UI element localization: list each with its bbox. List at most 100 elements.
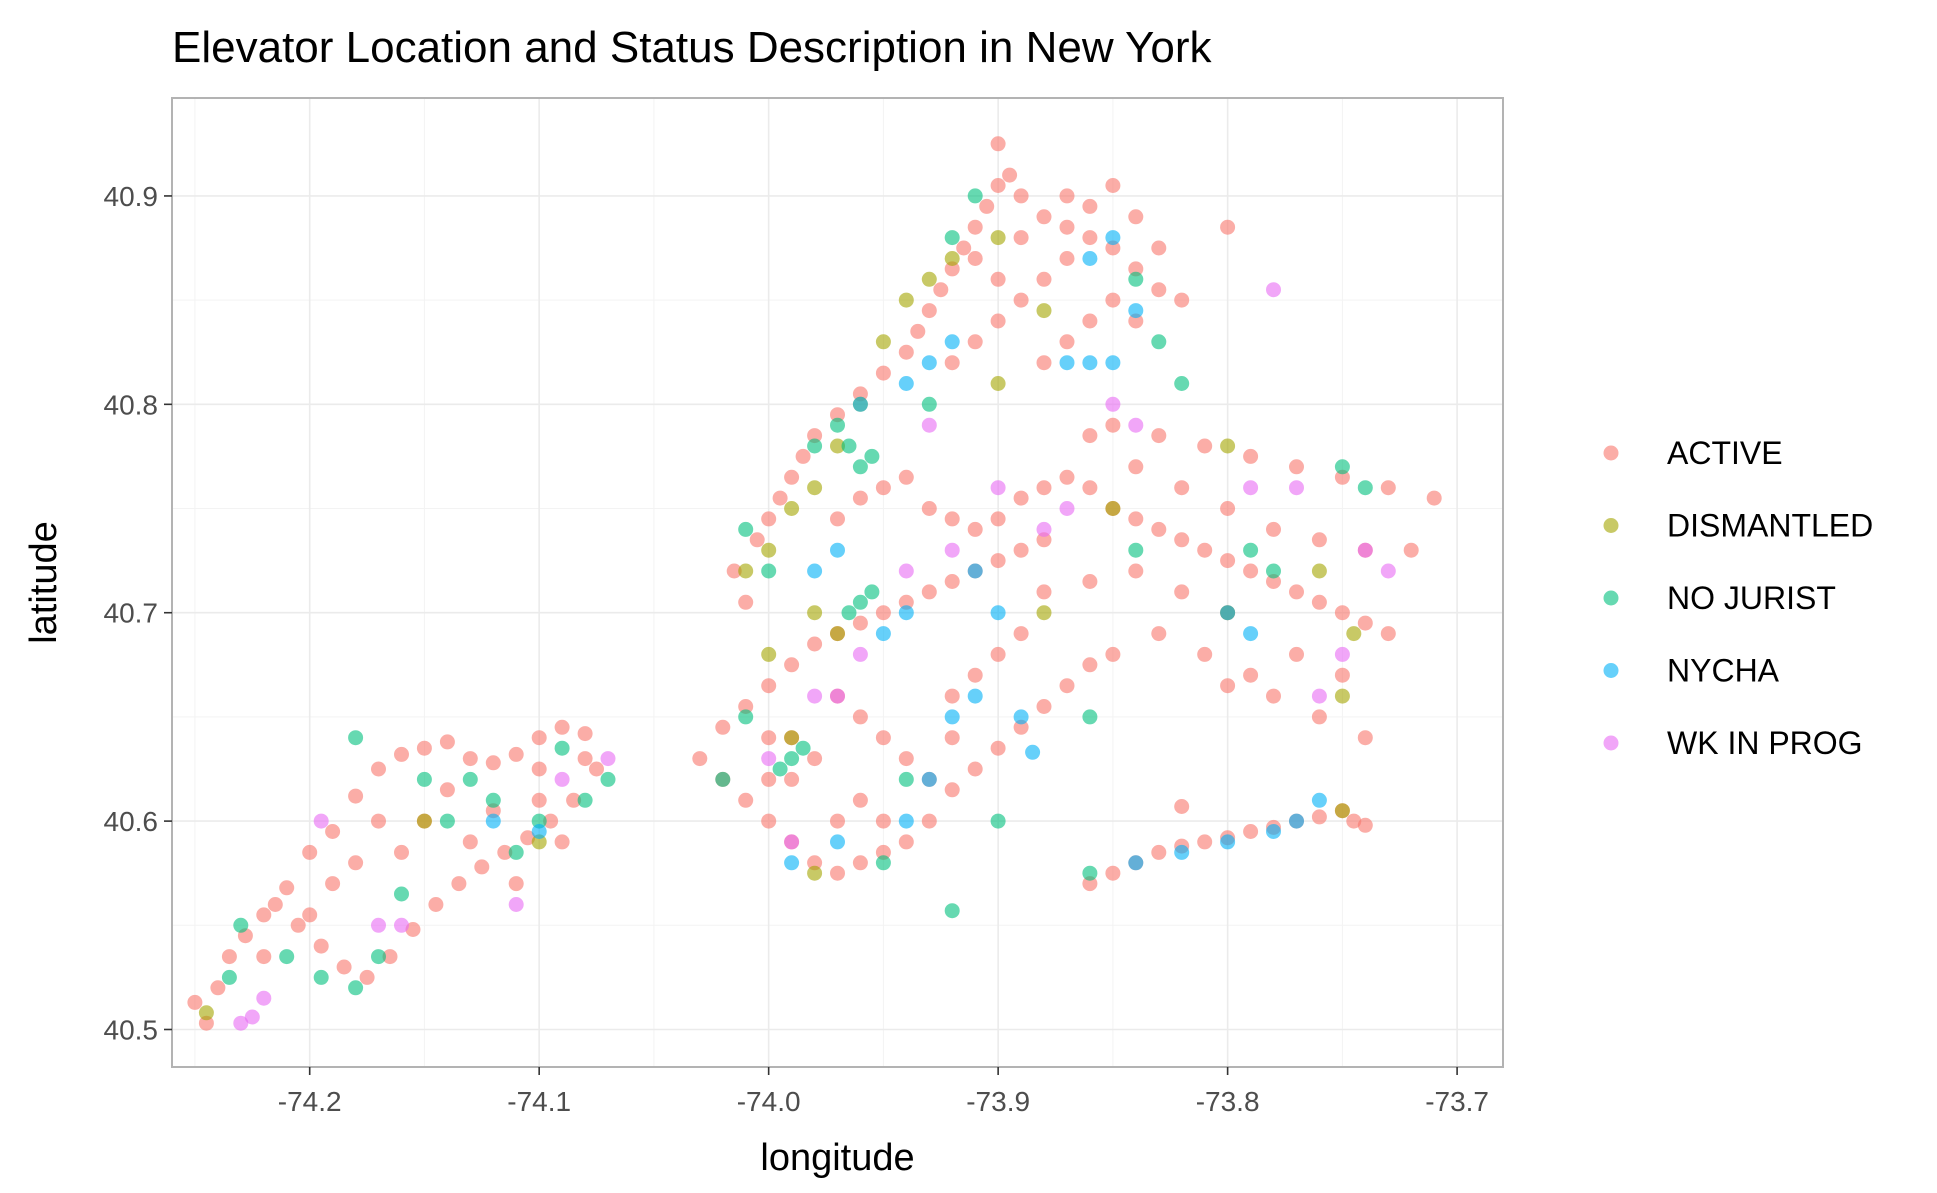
data-point xyxy=(371,949,386,965)
data-point xyxy=(967,761,983,777)
data-point xyxy=(910,323,926,339)
data-point xyxy=(290,917,306,933)
legend-key xyxy=(1603,735,1619,751)
data-point xyxy=(428,897,444,912)
data-point xyxy=(1311,809,1327,825)
data-point xyxy=(543,813,559,829)
data-point xyxy=(1082,709,1098,725)
data-point xyxy=(1266,521,1281,537)
data-point xyxy=(830,438,845,454)
data-point xyxy=(1426,490,1442,506)
data-point xyxy=(1128,271,1144,287)
data-point xyxy=(1334,667,1350,683)
data-point xyxy=(875,365,891,381)
data-point xyxy=(875,334,891,350)
data-point xyxy=(566,792,582,808)
data-point xyxy=(990,605,1006,621)
data-point xyxy=(1128,417,1144,433)
data-point xyxy=(830,417,845,433)
data-point xyxy=(1151,844,1167,860)
data-point xyxy=(852,490,868,506)
data-point xyxy=(1013,709,1029,725)
data-point xyxy=(784,501,800,516)
data-point xyxy=(761,563,777,579)
data-point xyxy=(382,949,398,965)
data-point xyxy=(1357,730,1373,746)
data-point xyxy=(394,917,409,933)
data-point xyxy=(1220,605,1236,621)
data-point xyxy=(1013,188,1029,204)
data-point xyxy=(738,709,754,725)
data-point xyxy=(852,386,868,402)
data-point xyxy=(1334,469,1350,485)
data-point xyxy=(944,574,960,589)
data-point xyxy=(1243,824,1259,839)
data-point xyxy=(784,730,800,746)
data-point xyxy=(1289,480,1304,496)
data-point xyxy=(990,271,1006,287)
data-point xyxy=(967,563,983,579)
data-point xyxy=(1082,355,1098,371)
x-tick-label: -74.2 xyxy=(278,1086,342,1117)
data-point xyxy=(921,417,937,433)
data-point xyxy=(1289,646,1304,662)
data-point xyxy=(1036,355,1052,371)
data-point xyxy=(875,844,891,860)
data-point xyxy=(921,501,937,516)
data-point xyxy=(531,834,547,850)
data-point xyxy=(852,615,868,631)
data-point xyxy=(325,876,341,892)
data-point xyxy=(520,830,536,846)
data-point xyxy=(761,771,777,787)
data-point xyxy=(830,865,845,881)
data-point xyxy=(1151,521,1167,537)
y-tick-label: 40.9 xyxy=(104,181,159,212)
data-point xyxy=(784,834,800,850)
data-point xyxy=(875,626,891,642)
series-no-jurist xyxy=(221,188,1373,996)
y-axis-title: latitude xyxy=(23,521,65,644)
data-point xyxy=(761,751,777,767)
data-points xyxy=(187,136,1442,1031)
data-point xyxy=(898,563,914,579)
data-point xyxy=(967,251,983,266)
data-point xyxy=(1243,542,1259,558)
data-point xyxy=(990,553,1006,569)
data-point xyxy=(1380,626,1396,642)
data-point xyxy=(1403,542,1419,558)
data-point xyxy=(1220,438,1236,454)
data-point xyxy=(875,813,891,829)
y-axis: 40.5 40.6 40.7 40.8 40.9 xyxy=(104,181,172,1045)
data-point xyxy=(1082,198,1098,214)
data-point xyxy=(1105,417,1121,433)
legend-label: ACTIVE xyxy=(1667,435,1783,471)
data-point xyxy=(1059,469,1075,485)
data-point xyxy=(852,709,868,725)
data-point xyxy=(394,746,409,762)
data-point xyxy=(279,949,295,965)
legend-label: NO JURIST xyxy=(1667,580,1836,616)
data-point xyxy=(761,511,777,527)
data-point xyxy=(749,532,765,548)
data-point xyxy=(807,480,823,496)
data-point xyxy=(921,584,937,600)
data-point xyxy=(898,771,914,787)
data-point xyxy=(944,782,960,798)
data-point xyxy=(807,563,823,579)
data-point xyxy=(1174,376,1190,391)
data-point xyxy=(830,813,845,829)
y-tick-label: 40.8 xyxy=(104,389,159,420)
data-point xyxy=(921,271,937,287)
data-point xyxy=(807,428,823,444)
data-point xyxy=(1243,667,1259,683)
data-point xyxy=(1174,844,1190,860)
x-tick-label: -73.8 xyxy=(1196,1086,1260,1117)
data-point xyxy=(795,740,811,756)
data-point xyxy=(875,480,891,496)
data-point xyxy=(1105,178,1121,193)
data-point xyxy=(807,636,823,652)
data-point xyxy=(348,855,364,871)
data-point xyxy=(1243,626,1259,642)
x-axis: -74.2 -74.1 -74.0 -73.9 -73.8 -73.7 xyxy=(278,1067,1489,1117)
